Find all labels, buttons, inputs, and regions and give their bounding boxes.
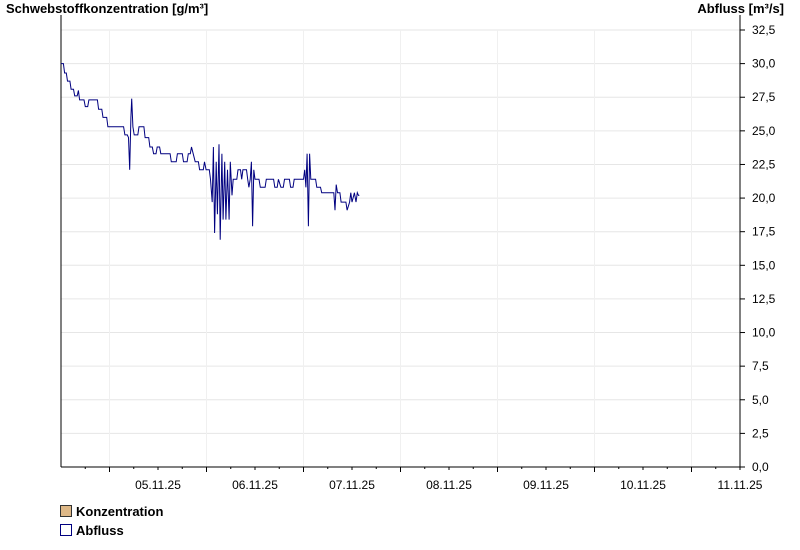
x-tick-label: 10.11.25 bbox=[620, 478, 666, 492]
left-axis-title: Schwebstoffkonzentration [g/m³] bbox=[6, 1, 209, 16]
y-tick-label: 2,5 bbox=[752, 426, 769, 440]
y-tick-label: 25,0 bbox=[752, 124, 776, 138]
y-tick-label: 20,0 bbox=[752, 191, 776, 205]
y-tick-label: 5,0 bbox=[752, 393, 769, 407]
y-tick-label: 7,5 bbox=[752, 359, 769, 373]
x-tick-label: 08.11.25 bbox=[426, 478, 472, 492]
legend-item-abfluss: Abfluss bbox=[60, 523, 124, 539]
axes: 0,0 2,5 5,0 7,5 10,0 12,5 15,0 17,5 20,0 22,5 25,0… bbox=[60, 15, 776, 492]
x-tick-label: 09.11.25 bbox=[523, 478, 569, 492]
series-layer bbox=[61, 63, 360, 240]
legend-label-konzentration: Konzentration bbox=[76, 504, 164, 519]
legend-label-abfluss: Abfluss bbox=[76, 523, 124, 538]
x-tick-label: 11.11.25 bbox=[718, 478, 763, 492]
right-axis-title: Abfluss [m³/s] bbox=[697, 1, 784, 16]
x-tick-label: 05.11.25 bbox=[135, 478, 181, 492]
chart-area: 0,0 2,5 5,0 7,5 10,0 12,5 15,0 17,5 20,0 22,5 25,0… bbox=[60, 15, 776, 492]
y-tick-label: 27,5 bbox=[752, 90, 776, 104]
y-tick-label: 0,0 bbox=[752, 460, 769, 474]
gridlines bbox=[61, 29, 740, 467]
y-tick-label: 17,5 bbox=[752, 225, 776, 239]
legend-item-konzentration: Konzentration bbox=[60, 504, 163, 520]
legend-swatch-konzentration bbox=[60, 505, 72, 517]
x-tick-label: 07.11.25 bbox=[329, 478, 375, 492]
y-tick-label: 30,0 bbox=[752, 57, 776, 71]
y-tick-label: 32,5 bbox=[752, 23, 776, 37]
series-line-abfluss bbox=[61, 63, 360, 240]
y-tick-label: 15,0 bbox=[752, 258, 776, 272]
y-tick-label: 10,0 bbox=[752, 326, 776, 340]
legend-swatch-abfluss bbox=[60, 524, 72, 536]
y-tick-label: 12,5 bbox=[752, 292, 776, 306]
x-tick-label: 06.11.25 bbox=[232, 478, 278, 492]
y-tick-label: 22,5 bbox=[752, 157, 776, 171]
